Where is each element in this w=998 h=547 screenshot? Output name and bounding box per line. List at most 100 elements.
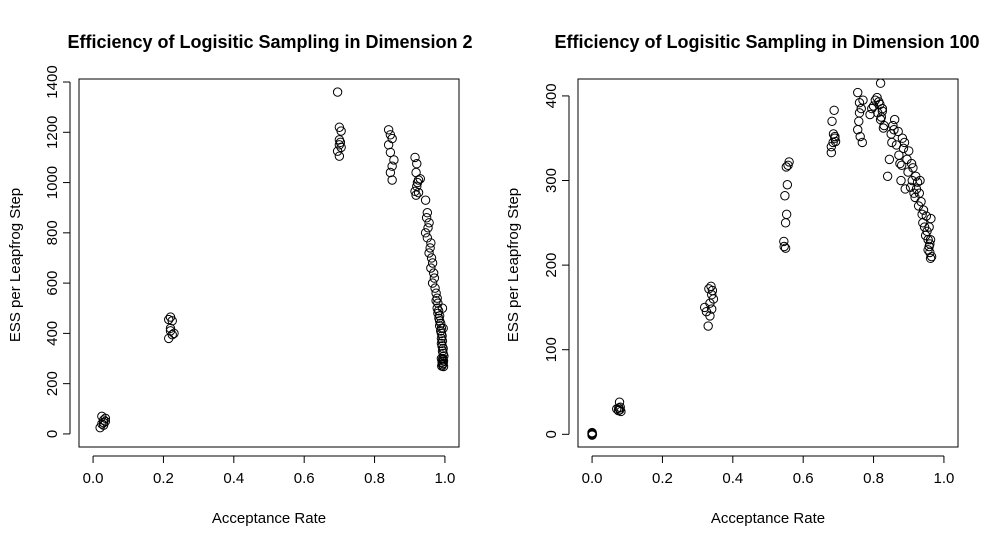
- x-tick-label: 0.6: [294, 470, 315, 487]
- y-axis: 0 100 200 300 400: [543, 83, 570, 438]
- data-point: [779, 241, 789, 252]
- data-point: [167, 329, 177, 340]
- data-point: [925, 253, 936, 264]
- data-point: [897, 160, 907, 170]
- data-point: [430, 283, 440, 293]
- y-tick-label: 1200: [44, 116, 61, 149]
- data-point: [706, 281, 716, 291]
- data-point: [899, 137, 910, 148]
- scatter-points: [95, 87, 449, 433]
- y-axis-label: ESS per Leapfrog Step: [505, 188, 522, 342]
- data-point: [783, 160, 793, 170]
- data-point: [781, 209, 792, 220]
- data-point: [908, 163, 918, 173]
- chart-title: Efficiency of Logisitic Sampling in Dime…: [554, 32, 979, 52]
- data-point: [387, 175, 397, 185]
- data-point: [912, 177, 923, 187]
- data-point: [925, 239, 935, 249]
- data-point: [779, 236, 789, 247]
- data-point: [385, 167, 396, 178]
- x-tick-label: 1.0: [933, 470, 954, 487]
- data-point: [889, 125, 899, 135]
- data-point: [703, 321, 713, 331]
- data-point: [854, 108, 865, 118]
- chart-panel-dimension-2: Efficiency of Logisitic Sampling in Dime…: [7, 32, 473, 527]
- data-point: [923, 245, 933, 255]
- y-axis: 0 200 400 600 800 1000 1200 1400: [44, 65, 71, 438]
- data-point: [923, 235, 933, 245]
- data-point: [867, 103, 877, 114]
- data-point: [614, 397, 625, 407]
- y-tick-label: 0: [44, 430, 61, 438]
- chart-title: Efficiency of Logisitic Sampling in Dime…: [67, 32, 472, 52]
- data-point: [410, 152, 420, 163]
- data-point: [918, 205, 929, 215]
- data-point: [100, 416, 111, 427]
- data-point: [165, 323, 176, 334]
- data-point: [782, 180, 793, 190]
- data-point: [422, 233, 433, 243]
- data-point: [893, 126, 903, 137]
- data-point: [438, 358, 448, 369]
- data-point: [889, 114, 900, 125]
- data-point: [335, 137, 346, 148]
- data-point: [887, 137, 897, 148]
- data-point: [828, 129, 839, 139]
- data-point: [915, 175, 925, 186]
- data-point: [425, 243, 435, 253]
- data-point: [426, 238, 436, 248]
- y-tick-label: 200: [44, 371, 61, 396]
- x-tick-label: 0.2: [652, 470, 673, 487]
- data-point: [413, 187, 424, 198]
- data-point: [424, 218, 434, 228]
- data-point: [415, 174, 425, 184]
- plot-frame: [78, 78, 460, 448]
- data-point: [332, 146, 343, 156]
- data-point: [857, 137, 867, 148]
- plot-frame: [577, 78, 959, 448]
- x-tick-label: 0.8: [364, 470, 385, 487]
- data-point: [780, 243, 791, 253]
- data-point: [98, 417, 109, 428]
- data-point: [167, 316, 177, 326]
- data-point: [827, 116, 837, 126]
- data-point: [780, 218, 791, 228]
- data-point: [431, 296, 441, 306]
- data-point: [884, 154, 895, 165]
- data-point: [888, 120, 898, 131]
- data-point: [855, 131, 865, 142]
- data-point: [387, 161, 397, 171]
- data-point: [429, 273, 440, 283]
- y-tick-label: 600: [44, 271, 61, 296]
- y-tick-label: 800: [44, 220, 61, 245]
- data-point: [438, 323, 448, 334]
- data-point: [334, 151, 345, 161]
- y-tick-label: 1000: [44, 166, 61, 199]
- data-point: [427, 278, 438, 288]
- data-point: [896, 175, 906, 186]
- data-point: [437, 360, 448, 370]
- data-point: [383, 140, 394, 150]
- data-point: [97, 411, 107, 422]
- y-tick-label: 200: [543, 253, 560, 278]
- x-tick-label: 0.2: [153, 470, 174, 487]
- x-tick-label: 0.4: [722, 470, 743, 487]
- data-point: [865, 109, 875, 120]
- data-point: [904, 146, 914, 156]
- x-tick-label: 0.4: [223, 470, 244, 487]
- data-point: [877, 103, 888, 114]
- x-tick-label: 0.6: [793, 470, 814, 487]
- data-point: [858, 95, 868, 105]
- data-point: [332, 87, 343, 97]
- data-point: [426, 263, 436, 273]
- data-point: [422, 208, 433, 218]
- data-point: [925, 235, 936, 245]
- x-axis-label: Acceptance Rate: [212, 510, 326, 527]
- data-point: [826, 147, 837, 158]
- data-point: [878, 123, 889, 133]
- y-tick-label: 0: [543, 430, 560, 438]
- data-point: [882, 171, 893, 181]
- data-point: [615, 405, 625, 415]
- chart-panel-dimension-100: Efficiency of Logisitic Sampling in Dime…: [505, 32, 980, 527]
